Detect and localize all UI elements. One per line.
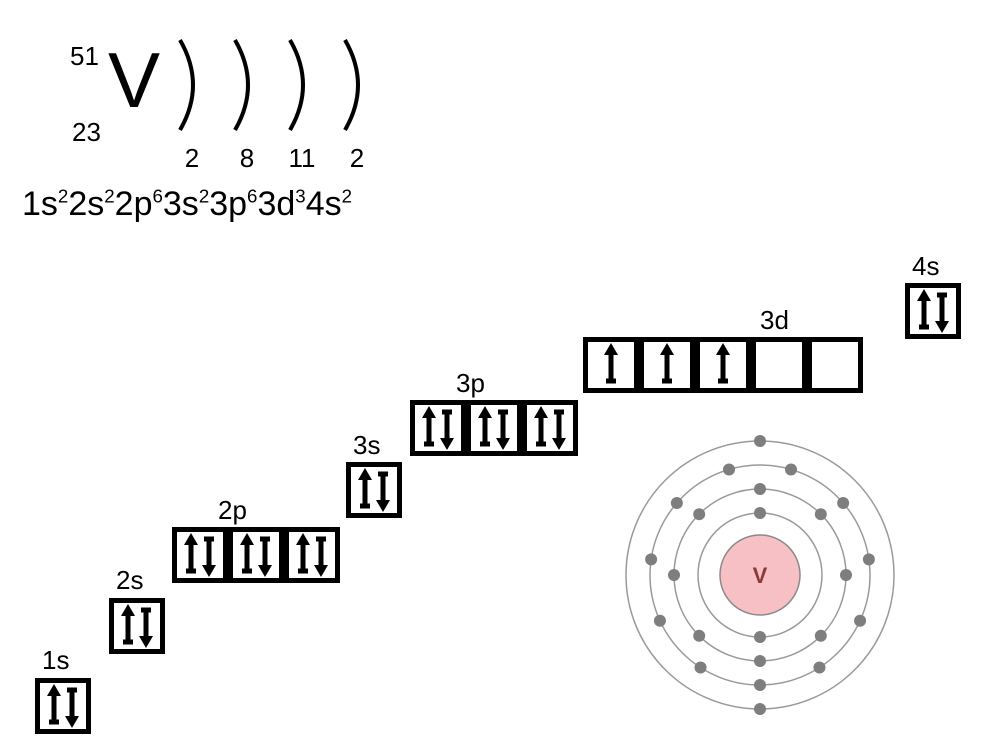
bohr-model: V [0,0,1000,750]
bohr-electron [785,463,797,475]
bohr-electron [645,553,657,565]
bohr-electron [754,679,766,691]
bohr-electron [754,435,766,447]
bohr-electron [840,569,852,581]
bohr-electron [693,630,705,642]
bohr-electron [654,615,666,627]
bohr-electron [668,569,680,581]
bohr-electron [837,497,849,509]
bohr-electron [813,662,825,674]
bohr-electron [754,507,766,519]
bohr-electron [693,508,705,520]
bohr-electron [754,483,766,495]
bohr-electron [671,497,683,509]
bohr-electron [863,553,875,565]
bohr-electron [723,463,735,475]
bohr-electron [815,630,827,642]
bohr-electron [754,703,766,715]
bohr-electron [815,508,827,520]
bohr-electron [754,631,766,643]
bohr-electron [754,655,766,667]
bohr-electron [695,662,707,674]
bohr-electron [854,615,866,627]
bohr-nucleus-label: V [753,563,768,588]
